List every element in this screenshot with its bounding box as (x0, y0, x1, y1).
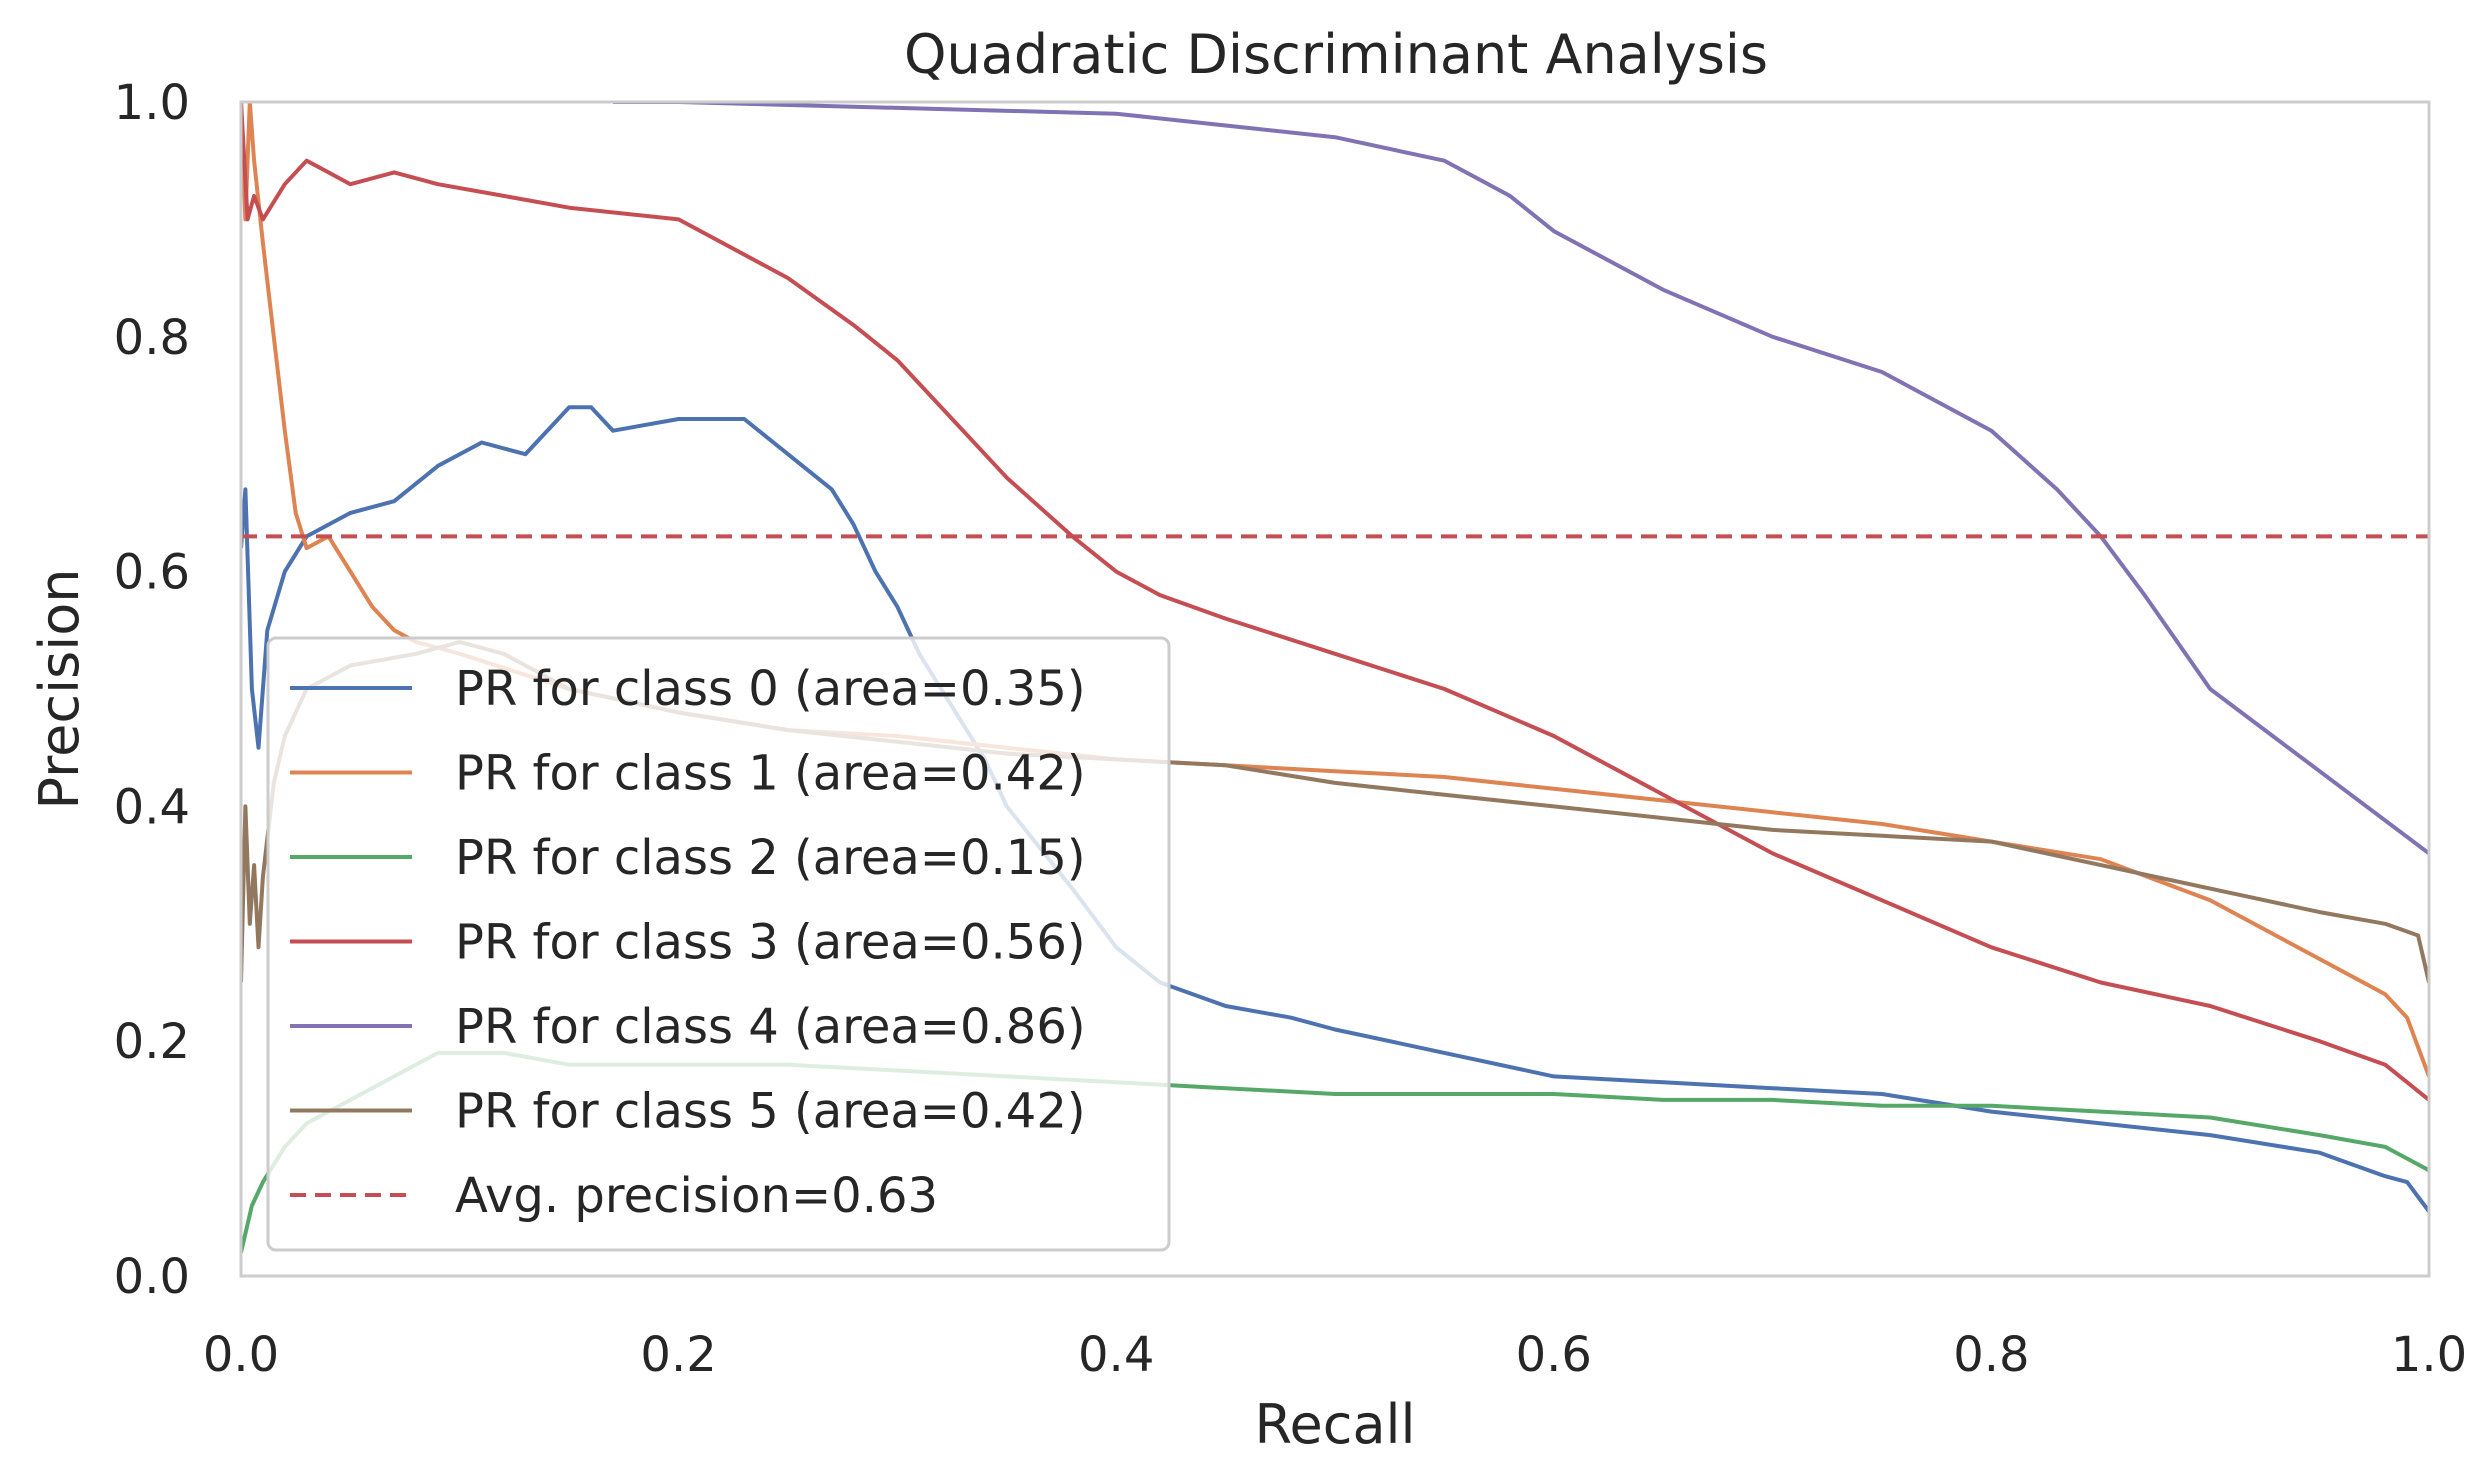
x-axis-label: Recall (1254, 1393, 1415, 1456)
x-tick-label: 0.4 (1078, 1327, 1154, 1383)
series-line-class-3 (241, 102, 2429, 1102)
x-tick-label: 0.8 (1953, 1327, 2029, 1383)
chart-title: Quadratic Discriminant Analysis (904, 23, 1768, 86)
y-tick-label: 0.6 (114, 545, 190, 601)
legend-label: PR for class 1 (area=0.42) (455, 746, 1086, 802)
legend-label: PR for class 5 (area=0.42) (455, 1084, 1086, 1140)
y-tick-label: 1.0 (114, 75, 190, 131)
y-axis-label: Precision (28, 569, 91, 810)
legend-label: Avg. precision=0.63 (455, 1168, 938, 1224)
legend-box (266, 636, 1171, 1252)
y-tick-label: 0.4 (114, 779, 190, 835)
plot-frame (239, 100, 2431, 1278)
y-tick-label: 0.8 (114, 310, 190, 366)
legend: PR for class 0 (area=0.35) PR for class 1… (266, 636, 1171, 1252)
x-tick-label: 0.0 (203, 1327, 279, 1383)
x-tick-label: 0.6 (1516, 1327, 1592, 1383)
series-line-class-4 (613, 102, 2429, 855)
legend-label: PR for class 4 (area=0.86) (455, 999, 1086, 1055)
legend-label: PR for class 0 (area=0.35) (455, 661, 1086, 717)
y-tick-label: 0.2 (114, 1014, 190, 1070)
legend-label: PR for class 2 (area=0.15) (455, 830, 1086, 886)
legend-label: PR for class 3 (area=0.56) (455, 915, 1086, 971)
x-tick-label: 1.0 (2391, 1327, 2467, 1383)
y-tick-label: 0.0 (114, 1249, 190, 1305)
x-tick-label: 0.2 (640, 1327, 716, 1383)
axis-ticks: 0.0 0.2 0.4 0.6 0.8 1.0 0.0 0.2 0.4 0.6 0.8 1.0 (114, 75, 2468, 1383)
